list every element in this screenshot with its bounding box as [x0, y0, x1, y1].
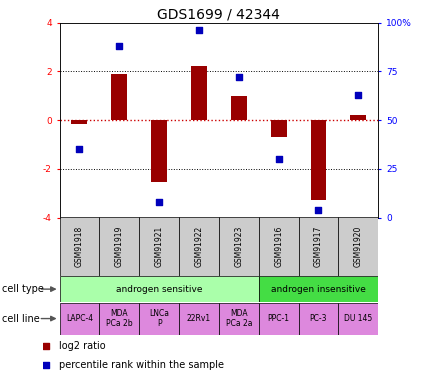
Text: GSM91916: GSM91916: [274, 226, 283, 267]
Text: PPC-1: PPC-1: [268, 314, 290, 323]
Point: [235, 74, 242, 80]
Bar: [338, 303, 378, 334]
Point: [42, 362, 49, 368]
Bar: [219, 217, 259, 276]
Bar: [60, 303, 99, 334]
Text: LAPC-4: LAPC-4: [66, 314, 93, 323]
Text: DU 145: DU 145: [344, 314, 372, 323]
Text: GSM91917: GSM91917: [314, 226, 323, 267]
Bar: [231, 96, 247, 120]
Text: GSM91923: GSM91923: [234, 226, 243, 267]
Title: GDS1699 / 42344: GDS1699 / 42344: [157, 8, 280, 21]
Text: androgen sensitive: androgen sensitive: [116, 285, 202, 294]
Bar: [139, 303, 179, 334]
Bar: [60, 217, 99, 276]
Point: [315, 207, 322, 213]
Text: cell line: cell line: [2, 314, 40, 324]
Point: [355, 92, 362, 98]
Bar: [219, 303, 259, 334]
Bar: [99, 303, 139, 334]
Text: GSM91918: GSM91918: [75, 226, 84, 267]
Text: GSM91922: GSM91922: [195, 226, 204, 267]
Bar: [338, 217, 378, 276]
Text: GSM91921: GSM91921: [155, 226, 164, 267]
Text: log2 ratio: log2 ratio: [59, 341, 105, 351]
Bar: [298, 217, 338, 276]
Text: GSM91920: GSM91920: [354, 226, 363, 267]
Text: percentile rank within the sample: percentile rank within the sample: [59, 360, 224, 369]
Text: GSM91919: GSM91919: [115, 226, 124, 267]
Text: MDA
PCa 2b: MDA PCa 2b: [106, 309, 133, 328]
Bar: [179, 303, 219, 334]
Bar: [60, 276, 259, 302]
Text: 22Rv1: 22Rv1: [187, 314, 211, 323]
Bar: [191, 66, 207, 120]
Bar: [259, 276, 378, 302]
Point: [275, 156, 282, 162]
Bar: [71, 120, 88, 124]
Bar: [350, 115, 366, 120]
Text: LNCa
P: LNCa P: [149, 309, 169, 328]
Point: [196, 27, 202, 33]
Bar: [151, 120, 167, 182]
Bar: [259, 303, 298, 334]
Bar: [179, 217, 219, 276]
Bar: [111, 74, 127, 120]
Bar: [259, 217, 298, 276]
Bar: [139, 217, 179, 276]
Point: [42, 343, 49, 349]
Bar: [271, 120, 286, 137]
Bar: [298, 303, 338, 334]
Text: PC-3: PC-3: [310, 314, 327, 323]
Point: [116, 43, 123, 49]
Text: MDA
PCa 2a: MDA PCa 2a: [226, 309, 252, 328]
Bar: [99, 217, 139, 276]
Bar: [311, 120, 326, 200]
Text: cell type: cell type: [2, 284, 44, 294]
Point: [76, 146, 83, 152]
Point: [156, 199, 162, 205]
Text: androgen insensitive: androgen insensitive: [271, 285, 366, 294]
